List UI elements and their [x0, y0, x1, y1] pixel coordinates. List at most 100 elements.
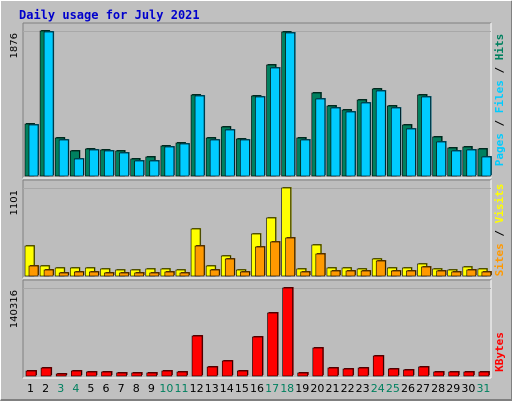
- bar-body: [119, 152, 129, 177]
- bar-body: [342, 368, 354, 377]
- bar-body: [119, 272, 129, 277]
- day-label-4: 4: [72, 382, 79, 395]
- bar-body: [73, 158, 84, 177]
- bar-body: [209, 139, 220, 177]
- bar-body: [28, 124, 39, 177]
- hits-files-bar-day-18: [285, 32, 296, 177]
- kbytes-kbytes-bar-day-13: [206, 366, 219, 377]
- bar-body: [345, 111, 356, 177]
- day-label-27: 27: [416, 382, 430, 395]
- kbytes-kbytes-bar-day-4: [70, 370, 83, 377]
- bar-body: [131, 372, 142, 377]
- visits-sites-bar-day-16: [255, 246, 266, 277]
- hits-files-bar-day-7: [119, 152, 130, 177]
- bar-body: [481, 271, 492, 277]
- kbytes-kbytes-bar-day-28: [433, 371, 445, 377]
- day-label-20: 20: [310, 382, 324, 395]
- panel-kbytes: 140316 KBytes: [9, 279, 506, 379]
- bar-body: [40, 367, 52, 377]
- day-label-8: 8: [133, 382, 140, 395]
- bar-body: [194, 95, 205, 177]
- kbytes-kbytes-bar-day-10: [161, 370, 173, 377]
- kbytes-kbytes-bar-day-2: [40, 367, 53, 377]
- visits-sites-bar-day-12: [194, 245, 206, 277]
- bar-body: [149, 160, 160, 177]
- kbytes-kbytes-bar-day-6: [101, 371, 113, 377]
- bar-body: [104, 150, 114, 177]
- hits-files-bar-day-5: [89, 149, 100, 177]
- kbytes-kbytes-bar-day-24: [372, 355, 385, 377]
- bar-body: [252, 336, 263, 377]
- day-label-19: 19: [295, 382, 309, 395]
- day-label-24: 24: [371, 382, 385, 395]
- visits-sites-bar-day-23: [360, 270, 372, 277]
- bar-body: [191, 335, 203, 377]
- bar-body: [406, 270, 416, 277]
- hits-files-bar-day-4: [73, 158, 85, 177]
- bar-body: [466, 269, 477, 277]
- bar-body: [209, 269, 220, 277]
- visits-sites-bar-day-5: [89, 271, 100, 277]
- legend-entry: Files: [493, 80, 506, 113]
- panel-visits: 1101 Sites / Visits: [9, 179, 506, 279]
- bar-body: [237, 370, 248, 377]
- bar-body: [134, 272, 144, 277]
- bar-body: [164, 271, 175, 277]
- legend-entry: /: [493, 223, 506, 243]
- bar-body: [224, 129, 235, 177]
- visits-sites-bar-day-18: [285, 237, 296, 277]
- bar-body: [391, 107, 401, 177]
- day-label-28: 28: [431, 382, 445, 395]
- kbytes-kbytes-bar-day-31: [478, 371, 490, 377]
- kbytes-kbytes-bar-day-21: [327, 367, 339, 377]
- hits-files-bar-day-3: [58, 139, 70, 177]
- visits-sites-bar-day-27: [421, 266, 432, 277]
- kbytes-kbytes-bar-day-30: [463, 371, 475, 377]
- bar-body: [372, 355, 384, 377]
- bar-body: [297, 372, 309, 377]
- visits-sites-bar-day-11: [179, 272, 190, 277]
- day-label-16: 16: [250, 382, 264, 395]
- bar-body: [481, 156, 492, 177]
- legend-entry: KBytes: [493, 332, 506, 372]
- bar-body: [58, 272, 69, 277]
- kbytes-kbytes-bar-day-14: [221, 360, 234, 377]
- kbytes-kbytes-bar-day-27: [418, 366, 430, 377]
- kbytes-kbytes-bar-day-19: [297, 372, 309, 377]
- hits-files-bar-day-10: [164, 146, 175, 177]
- visits-sites-bar-day-29: [451, 271, 462, 277]
- bar-body: [282, 287, 293, 377]
- kbytes-kbytes-bar-day-15: [237, 370, 249, 377]
- bar-body: [448, 371, 460, 377]
- bar-body: [403, 369, 414, 377]
- chart-title: Daily usage for July 2021: [19, 8, 200, 22]
- bar-body: [43, 31, 54, 177]
- bar-body: [179, 272, 190, 277]
- bar-body: [101, 371, 112, 377]
- hits-files-bar-day-16: [255, 96, 266, 177]
- bar-body: [421, 96, 431, 177]
- kbytes-kbytes-bar-day-20: [312, 347, 324, 377]
- bar-body: [55, 373, 67, 377]
- y-max-label: 140316: [9, 290, 20, 328]
- bar-body: [436, 270, 446, 277]
- bar-body: [360, 102, 371, 177]
- kbytes-kbytes-bar-day-26: [403, 369, 415, 377]
- bar-body: [267, 312, 278, 377]
- hits-files-bar-day-1: [28, 124, 39, 177]
- legend-entry: /: [493, 113, 506, 133]
- bar-body: [240, 139, 250, 177]
- day-label-6: 6: [103, 382, 110, 395]
- bar-body: [345, 270, 356, 277]
- legend-kbytes: KBytes: [493, 332, 506, 372]
- legend-entry: Pages: [493, 133, 506, 166]
- bar-body: [255, 246, 265, 277]
- day-label-22: 22: [341, 382, 355, 395]
- hits-files-bar-day-17: [270, 67, 281, 177]
- bar-body: [315, 98, 326, 177]
- hits-files-bar-day-2: [43, 31, 55, 177]
- visits-sites-bar-day-7: [119, 272, 130, 277]
- bar-body: [360, 270, 371, 277]
- day-label-23: 23: [356, 382, 370, 395]
- day-label-31: 31: [476, 382, 490, 395]
